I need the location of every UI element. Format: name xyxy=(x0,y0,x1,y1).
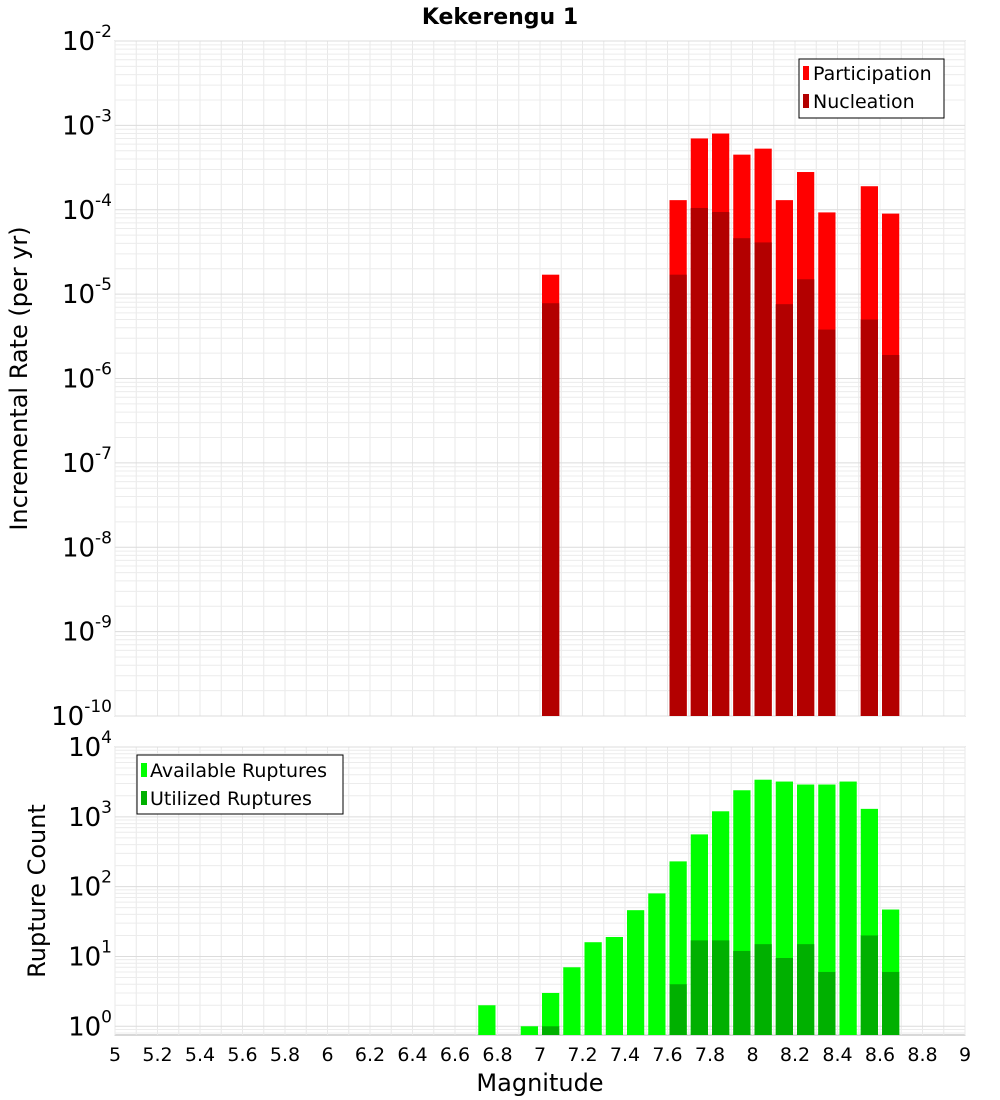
nucleation-bar xyxy=(733,238,751,716)
top-legend-box xyxy=(798,58,945,119)
bottom-legend-box xyxy=(136,754,344,815)
y-tick-label: 101 xyxy=(68,937,112,972)
nucleation-legend-swatch xyxy=(803,94,809,108)
y-tick-label: 103 xyxy=(68,798,112,833)
y-tick-label: 104 xyxy=(68,728,112,763)
x-tick-label: 5 xyxy=(109,1044,121,1066)
top-bars xyxy=(542,133,900,717)
available-ruptures-bar xyxy=(584,942,602,1035)
nucleation-bar xyxy=(882,354,900,716)
utilized-ruptures-bar xyxy=(542,1026,560,1035)
available-ruptures-bar xyxy=(648,893,666,1035)
available-ruptures-legend-label: Available Ruptures xyxy=(150,760,327,782)
y-tick-label: 10-3 xyxy=(62,106,112,141)
y-tick-label: 10-2 xyxy=(62,22,112,57)
y-tick-label: 10-9 xyxy=(62,613,112,648)
x-tick-label: 7.6 xyxy=(652,1044,682,1066)
x-tick-label: 7.4 xyxy=(610,1044,640,1066)
bottom-bars xyxy=(478,779,900,1035)
available-ruptures-bar xyxy=(520,1026,538,1035)
nucleation-bar xyxy=(754,242,772,717)
utilized-ruptures-legend-swatch xyxy=(141,791,147,805)
y-tick-label: 10-4 xyxy=(62,191,112,226)
x-tick-label: 8.8 xyxy=(907,1044,937,1066)
bottom-legend: Available Ruptures Utilized Ruptures xyxy=(136,754,344,815)
x-tick-label: 7 xyxy=(534,1044,546,1066)
available-ruptures-bar xyxy=(627,910,645,1035)
y-tick-label: 10-5 xyxy=(62,275,112,310)
top-legend: Participation Nucleation xyxy=(798,58,945,119)
available-ruptures-legend-swatch xyxy=(141,763,147,777)
utilized-ruptures-bar xyxy=(818,971,836,1035)
x-axis-label: Magnitude xyxy=(476,1069,603,1097)
x-tick-label: 8.2 xyxy=(780,1044,810,1066)
utilized-ruptures-legend-label: Utilized Ruptures xyxy=(150,788,312,810)
nucleation-bar xyxy=(690,207,708,716)
x-tick-label: 5.6 xyxy=(227,1044,257,1066)
x-tick-label: 6 xyxy=(321,1044,333,1066)
x-tick-label: 7.8 xyxy=(695,1044,725,1066)
available-ruptures-bar xyxy=(563,967,581,1035)
x-tick-label: 7.2 xyxy=(567,1044,597,1066)
y-tick-label: 10-7 xyxy=(62,444,112,479)
utilized-ruptures-bar xyxy=(797,944,815,1035)
x-tick-labels: 5 5.2 5.4 5.6 5.8 6 6.2 6.4 6.6 6.8 7 7.2 7.4 7.6 7.8 8… xyxy=(109,1044,971,1066)
chart-title: Kekerengu 1 xyxy=(422,5,578,30)
nucleation-bar xyxy=(542,303,560,716)
x-tick-label: 8.6 xyxy=(865,1044,895,1066)
nucleation-bar xyxy=(775,304,793,716)
utilized-ruptures-bar xyxy=(882,971,900,1035)
nucleation-bar xyxy=(818,329,836,716)
bottom-panel: 100 101 102 103 104 5 5.2 5.4 5.6 5.8 6 6.2 6.4 6.6 6… xyxy=(23,728,971,1097)
x-tick-label: 6.8 xyxy=(482,1044,512,1066)
x-tick-label: 8.4 xyxy=(822,1044,852,1066)
available-ruptures-bar xyxy=(605,937,623,1035)
y-tick-label: 102 xyxy=(68,868,112,903)
y-tick-label: 100 xyxy=(68,1007,112,1042)
nucleation-legend-label: Nucleation xyxy=(813,91,915,113)
x-tick-label: 5.2 xyxy=(142,1044,172,1066)
top-panel: 10-10 10-9 10-8 10-7 10-6 10-5 10-4 10-3 10-2 In… xyxy=(5,22,966,732)
top-y-tick-labels: 10-10 10-9 10-8 10-7 10-6 10-5 10-4 10-3 10-2 xyxy=(51,22,112,732)
x-tick-label: 5.4 xyxy=(185,1044,215,1066)
y-tick-label: 10-6 xyxy=(62,360,112,395)
utilized-ruptures-bar xyxy=(669,984,687,1035)
x-tick-label: 6.2 xyxy=(355,1044,385,1066)
y-tick-label: 10-10 xyxy=(51,697,112,732)
utilized-ruptures-bar xyxy=(860,935,878,1035)
bottom-y-axis-label: Rupture Count xyxy=(23,804,51,978)
top-grid xyxy=(114,40,966,717)
top-y-axis-label: Incremental Rate (per yr) xyxy=(5,226,33,530)
participation-legend-label: Participation xyxy=(813,63,932,85)
x-tick-label: 9 xyxy=(959,1044,971,1066)
y-tick-label: 10-8 xyxy=(62,528,112,563)
utilized-ruptures-bar xyxy=(712,940,730,1035)
x-tick-label: 6.6 xyxy=(440,1044,470,1066)
nucleation-bar xyxy=(669,274,687,716)
x-tick-label: 8 xyxy=(746,1044,758,1066)
x-tick-label: 6.4 xyxy=(397,1044,427,1066)
available-ruptures-bar xyxy=(839,781,857,1035)
utilized-ruptures-bar xyxy=(775,958,793,1035)
nucleation-bar xyxy=(797,279,815,716)
nucleation-bar xyxy=(860,319,878,716)
available-ruptures-bar xyxy=(478,1005,496,1035)
nucleation-bar xyxy=(712,212,730,716)
utilized-ruptures-bar xyxy=(754,944,772,1035)
participation-legend-swatch xyxy=(803,66,809,80)
bottom-y-tick-labels: 100 101 102 103 104 xyxy=(68,728,112,1042)
x-tick-label: 5.8 xyxy=(270,1044,300,1066)
available-ruptures-bar xyxy=(542,992,560,1035)
utilized-ruptures-bar xyxy=(690,940,708,1035)
utilized-ruptures-bar xyxy=(733,950,751,1035)
